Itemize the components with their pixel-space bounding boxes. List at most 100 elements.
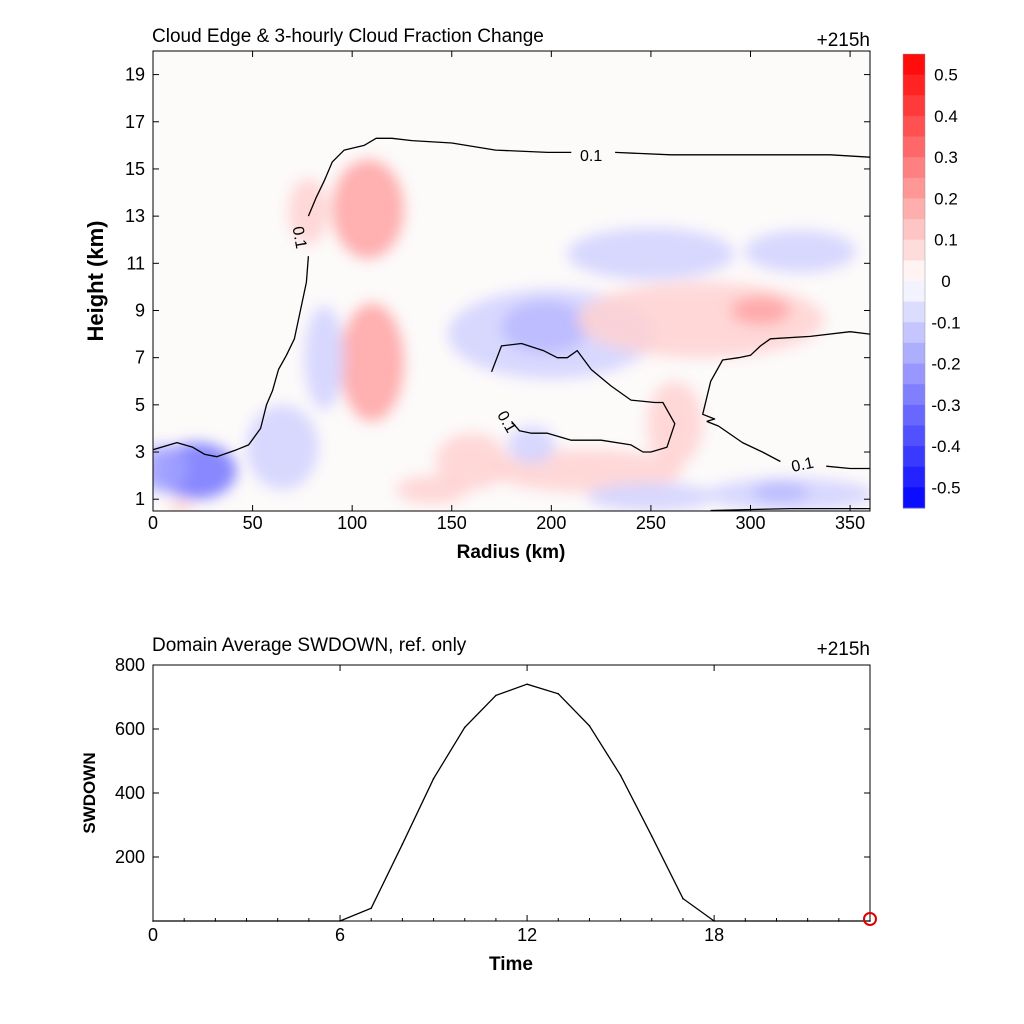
negative-anomaly bbox=[507, 426, 556, 464]
swdown-point bbox=[152, 920, 154, 922]
contour-label: 0.1 bbox=[289, 225, 310, 250]
negative-anomaly bbox=[153, 444, 187, 493]
colorbar-cell bbox=[903, 157, 925, 179]
colorbar-cell bbox=[903, 177, 925, 199]
colorbar-cell bbox=[903, 136, 925, 158]
swdown-point bbox=[588, 725, 591, 727]
line-chart-frame bbox=[152, 664, 871, 922]
swdown-point bbox=[432, 777, 435, 780]
swdown-point bbox=[495, 694, 497, 697]
cloud-edge-contour bbox=[702, 331, 870, 423]
line-chart-x-ticks: 0 6 12 18 bbox=[148, 665, 840, 945]
negative-anomaly bbox=[246, 404, 319, 490]
x-tick-label: 50 bbox=[243, 513, 263, 533]
current-time-marker bbox=[863, 912, 877, 926]
colorbar-cell bbox=[903, 74, 925, 96]
swdown-point bbox=[775, 920, 778, 922]
colorbar-cell bbox=[903, 301, 925, 323]
heatmap-x-label: Radius (km) bbox=[457, 542, 566, 563]
line-chart-y-label: SWDOWN bbox=[80, 752, 99, 833]
cloud-edge-contours bbox=[153, 137, 870, 511]
x-tick-label: 300 bbox=[735, 513, 765, 533]
swdown-point bbox=[183, 920, 185, 922]
colorbar-cell bbox=[903, 363, 925, 385]
x-tick-label: 18 bbox=[704, 925, 724, 945]
colorbar-frame bbox=[902, 53, 926, 509]
positive-anomaly bbox=[577, 282, 825, 358]
x-tick-label: 150 bbox=[437, 513, 467, 533]
positive-anomaly bbox=[168, 499, 193, 511]
swdown-point bbox=[838, 920, 840, 922]
swdown-point bbox=[308, 920, 310, 922]
contour-label: 0.1 bbox=[580, 148, 602, 165]
swdown-point bbox=[806, 920, 809, 922]
negative-anomaly bbox=[587, 482, 715, 511]
swdown-point bbox=[869, 920, 871, 922]
x-tick-label: 250 bbox=[636, 513, 666, 533]
swdown-point bbox=[526, 683, 528, 685]
swdown-point bbox=[650, 835, 653, 837]
swdown-point bbox=[619, 774, 622, 777]
swdown-point bbox=[245, 920, 248, 922]
colorbar-cell bbox=[903, 425, 925, 447]
x-tick-label: 350 bbox=[835, 513, 865, 533]
colorbar-tick-label: -0.2 bbox=[931, 355, 960, 374]
colorbar-cell bbox=[903, 198, 925, 220]
positive-anomaly bbox=[332, 159, 404, 259]
colorbar-tick-label: -0.4 bbox=[931, 437, 960, 456]
negative-anomaly bbox=[304, 305, 345, 410]
colorbar-tick-label: 0.3 bbox=[934, 148, 958, 167]
colorbar: 0.5 0.4 0.3 0.2 0.1 0 -0.1 -0.2 -0.3 -0.4 -0.5 bbox=[902, 53, 961, 509]
swdown-point bbox=[214, 920, 217, 922]
colorbar-cell bbox=[903, 404, 925, 426]
swdown-point bbox=[370, 907, 373, 909]
cloud-fraction-panel: Cloud Edge & 3-hourly Cloud Fraction Cha… bbox=[83, 26, 871, 563]
colorbar-cell bbox=[903, 466, 925, 488]
swdown-panel: Domain Average SWDOWN, ref. only +215h 0… bbox=[80, 635, 877, 975]
y-tick-label: 17 bbox=[125, 112, 145, 132]
colorbar-cell bbox=[903, 322, 925, 344]
positive-anomaly bbox=[395, 475, 468, 504]
x-tick-label: 6 bbox=[335, 925, 345, 945]
heatmap-frame bbox=[152, 50, 871, 512]
colorbar-tick-label: 0.5 bbox=[934, 66, 958, 85]
y-tick-label: 7 bbox=[135, 348, 145, 368]
colorbar-tick-label: 0.1 bbox=[934, 231, 958, 250]
y-tick-label: 15 bbox=[125, 159, 145, 179]
cloud-edge-contour bbox=[826, 465, 870, 470]
heatmap-title: Cloud Edge & 3-hourly Cloud Fraction Cha… bbox=[152, 26, 544, 47]
cloud-edge-contour bbox=[615, 151, 870, 158]
colorbar-tick-label: 0.2 bbox=[934, 189, 958, 208]
cloud-edge-contour bbox=[153, 256, 310, 458]
line-chart-x-label: Time bbox=[489, 954, 533, 975]
negative-anomaly bbox=[744, 230, 857, 273]
heatmap-y-label: Height (km) bbox=[83, 221, 108, 342]
y-tick-label: 13 bbox=[125, 206, 145, 226]
swdown-series-line bbox=[153, 683, 870, 922]
swdown-point bbox=[744, 920, 747, 922]
swdown-point bbox=[682, 897, 684, 900]
positive-anomaly bbox=[435, 433, 508, 490]
line-chart-y-ticks: 200 400 600 800 bbox=[115, 655, 870, 867]
colorbar-cell bbox=[903, 384, 925, 406]
swdown-points bbox=[152, 683, 871, 922]
y-tick-label: 3 bbox=[135, 442, 145, 462]
colorbar-cells bbox=[903, 54, 925, 509]
cloud-edge-contour bbox=[706, 420, 781, 463]
y-tick-label: 5 bbox=[135, 395, 145, 415]
colorbar-cell bbox=[903, 487, 925, 509]
line-chart-time-label: +215h bbox=[817, 639, 870, 660]
y-tick-label: 9 bbox=[135, 300, 145, 320]
positive-anomaly bbox=[288, 178, 329, 245]
contour-label: 0.1 bbox=[790, 455, 815, 476]
y-tick-label: 19 bbox=[125, 65, 145, 85]
swdown-point bbox=[557, 693, 560, 695]
y-tick-label: 800 bbox=[115, 655, 145, 675]
colorbar-ticks: 0.5 0.4 0.3 0.2 0.1 0 -0.1 -0.2 -0.3 -0.4 -0.5 bbox=[931, 66, 960, 498]
colorbar-cell bbox=[903, 260, 925, 282]
colorbar-cell bbox=[903, 239, 925, 261]
heatmap-x-ticks: 0 50 100 150 200 250 300 350 bbox=[148, 51, 865, 533]
line-chart-title: Domain Average SWDOWN, ref. only bbox=[152, 635, 467, 656]
swdown-point bbox=[339, 920, 341, 922]
